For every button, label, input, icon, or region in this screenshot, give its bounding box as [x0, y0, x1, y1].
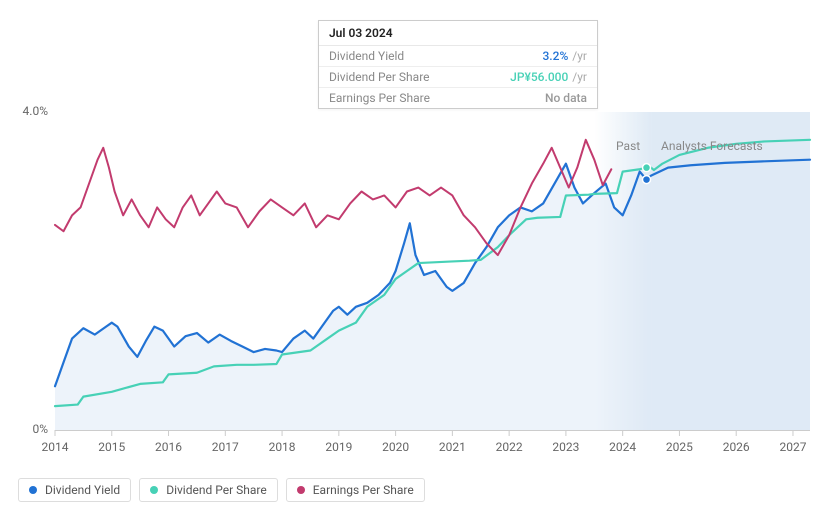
legend-label: Earnings Per Share — [313, 483, 414, 497]
x-tick-label: 2019 — [325, 440, 352, 454]
x-tick-label: 2025 — [666, 440, 693, 454]
tooltip-row-value: No data — [545, 91, 587, 105]
x-tick-label: 2016 — [155, 440, 182, 454]
legend-dot-icon — [29, 486, 37, 494]
x-tick-label: 2023 — [552, 440, 579, 454]
tooltip-row: Dividend Yield3.2% /yr — [319, 46, 597, 67]
x-tick-label: 2024 — [609, 440, 636, 454]
chart-tooltip: Jul 03 2024 Dividend Yield3.2%/yrDividen… — [318, 20, 598, 109]
x-tick-label: 2018 — [269, 440, 296, 454]
chart-legend: Dividend Yield Dividend Per Share Earnings… — [18, 478, 425, 502]
tooltip-row-value: 3.2% — [542, 49, 568, 63]
past-region-label: Past — [616, 139, 640, 153]
legend-item[interactable]: Dividend Per Share — [139, 478, 278, 502]
x-tick-label: 2014 — [42, 440, 69, 454]
tooltip-row-label: Dividend Yield — [329, 49, 542, 63]
tooltip-row-suffix: /yr — [572, 70, 587, 84]
legend-dot-icon — [150, 486, 158, 494]
tooltip-row-label: Earnings Per Share — [329, 91, 545, 105]
tooltip-row-label: Dividend Per Share — [329, 70, 510, 84]
x-tick-label: 2020 — [382, 440, 409, 454]
legend-item[interactable]: Earnings Per Share — [286, 478, 425, 502]
y-tick-label: 4.0% — [8, 104, 48, 118]
legend-dot-icon — [297, 486, 305, 494]
x-tick-label: 2015 — [98, 440, 125, 454]
tooltip-date: Jul 03 2024 — [319, 21, 597, 46]
y-tick-label: 0% — [8, 422, 48, 436]
x-tick-label: 2027 — [779, 440, 806, 454]
legend-item[interactable]: Dividend Yield — [18, 478, 131, 502]
tooltip-row: Earnings Per ShareNo data — [319, 88, 597, 108]
tooltip-row: Dividend Per ShareJP¥56.000/yr — [319, 67, 597, 88]
tooltip-row-suffix: /yr — [572, 49, 587, 63]
x-tick-label: 2021 — [439, 440, 466, 454]
x-tick-label: 2022 — [496, 440, 523, 454]
legend-label: Dividend Per Share — [166, 483, 267, 497]
x-tick-label: 2017 — [212, 440, 239, 454]
dividend-chart: 0% 4.0% 2014 2015 2016 2017 2018 2019 2020 2021 2… — [0, 0, 821, 508]
x-tick-label: 2026 — [723, 440, 750, 454]
forecast-region-label: Analysts Forecasts — [661, 139, 763, 153]
tooltip-row-value: JP¥56.000 — [510, 70, 568, 84]
legend-label: Dividend Yield — [45, 483, 120, 497]
